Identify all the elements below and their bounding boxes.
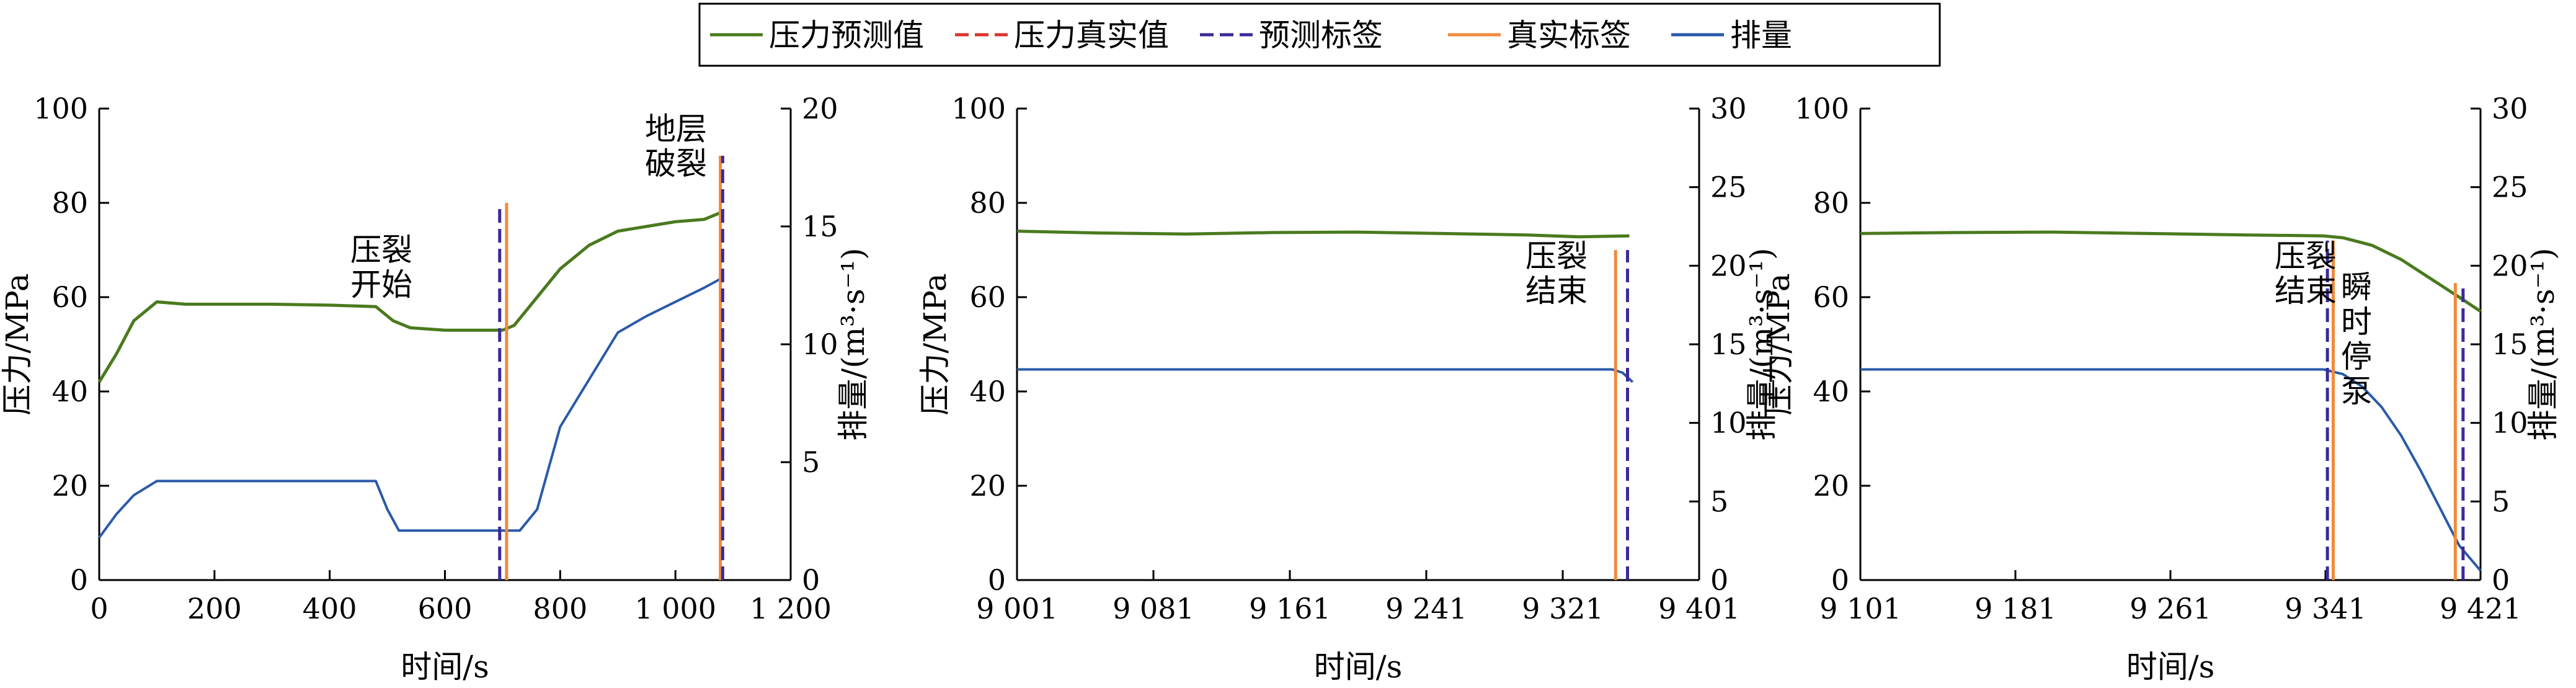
y-right-tick-label: 15: [1710, 328, 1747, 361]
x-tick-label: 800: [533, 592, 587, 625]
series-line-discharge: [1017, 368, 1634, 383]
x-tick-label: 9 181: [1974, 592, 2056, 625]
x-axis-label: 时间/s: [2126, 649, 2215, 685]
y-left-tick-label: 0: [988, 563, 1006, 597]
y-right-tick-label: 20: [1710, 249, 1747, 282]
annotation-text: 压裂结束: [2275, 238, 2337, 309]
y-right-tick-label: 10: [1710, 406, 1747, 440]
y-right-tick-label: 0: [802, 563, 820, 597]
y-right-tick-label: 0: [1710, 563, 1728, 597]
y-left-tick-label: 60: [1813, 280, 1849, 314]
x-tick-label: 1 000: [634, 592, 716, 625]
series-line-discharge: [1860, 368, 2482, 572]
x-tick-label: 9 341: [2285, 592, 2366, 625]
chart-panel-1: 0 200 400 600 800 1 000 1 20002040608010005101…: [0, 92, 871, 685]
y-left-tick-label: 100: [951, 92, 1006, 125]
x-tick-label: 200: [187, 592, 242, 625]
y-right-tick-label: 15: [2492, 328, 2528, 361]
y-left-tick-label: 20: [1813, 469, 1849, 503]
legend-label: 排量: [1730, 17, 1792, 53]
y-left-tick-label: 100: [1795, 92, 1849, 125]
legend: 压力预测值 压力真实值 预测标签 真实标签 排量: [698, 2, 1941, 67]
x-axis-label: 时间/s: [401, 649, 489, 685]
legend-label: 压力真实值: [1014, 17, 1169, 53]
y-right-axis-label: 排量/(m³·s⁻¹): [835, 248, 871, 440]
x-tick-label: 9 001: [976, 592, 1058, 625]
series-line-pressure-predicted: [1860, 230, 2482, 313]
annotation-text: 压裂开始: [350, 232, 412, 303]
x-tick-label: 9 241: [1385, 592, 1467, 625]
x-tick-label: 9 321: [1522, 592, 1604, 625]
y-right-tick-label: 30: [1710, 92, 1747, 125]
y-left-tick-label: 60: [969, 280, 1006, 314]
y-right-tick-label: 20: [2492, 249, 2528, 282]
y-left-axis-label: 压力/MPa: [917, 273, 953, 415]
series-line-pressure-predicted: [1016, 230, 1630, 239]
y-right-axis-label: 排量/(m³·s⁻¹): [2525, 248, 2561, 440]
y-left-tick-label: 20: [51, 469, 88, 503]
chart-panel-3: 9 101 9 181 9 261 9 341 9 421020406080100051…: [1761, 92, 2561, 685]
y-right-tick-label: 5: [2492, 485, 2510, 518]
x-tick-label: 9 421: [2440, 592, 2521, 625]
y-left-tick-label: 80: [1813, 186, 1849, 220]
y-right-axis-label: 排量/(m³·s⁻¹): [1744, 248, 1780, 440]
series-line-discharge: [98, 277, 722, 538]
legend-box: [698, 2, 1941, 67]
y-left-tick-label: 20: [969, 469, 1006, 503]
y-left-tick-label: 40: [51, 375, 88, 408]
y-left-tick-label: 0: [1831, 563, 1849, 597]
y-left-axis-label: 压力/MPa: [0, 273, 35, 415]
legend-label: 压力预测值: [769, 17, 924, 53]
x-tick-label: 0: [90, 592, 108, 625]
x-tick-label: 9 161: [1249, 592, 1331, 625]
y-left-tick-label: 80: [51, 186, 88, 220]
annotation-text: 地层破裂: [645, 111, 707, 182]
chart-panel-2: 9 001 9 081 9 161 9 241 9 321 9 4010204060801…: [917, 92, 1780, 685]
y-right-tick-label: 5: [802, 445, 820, 479]
y-left-tick-label: 40: [969, 375, 1006, 408]
y-left-tick-label: 80: [969, 186, 1006, 220]
y-right-tick-label: 25: [2492, 171, 2528, 204]
x-tick-label: 9 101: [1819, 592, 1901, 625]
y-left-tick-label: 60: [51, 280, 88, 314]
y-right-tick-label: 5: [1710, 485, 1728, 518]
panels: 0 200 400 600 800 1 000 1 20002040608010005101…: [0, 92, 2561, 685]
y-left-tick-label: 100: [33, 92, 88, 125]
legend-label: 真实标签: [1507, 17, 1631, 53]
y-left-axis-label: 压力/MPa: [1761, 273, 1797, 415]
y-right-tick-label: 10: [2492, 406, 2528, 440]
x-tick-label: 9 401: [1658, 592, 1740, 625]
y-left-tick-label: 40: [1813, 375, 1849, 408]
x-axis-label: 时间/s: [1314, 649, 1403, 685]
series-line-pressure-predicted: [97, 210, 722, 383]
annotation-text: 压裂结束: [1526, 238, 1588, 309]
y-right-tick-label: 0: [2492, 563, 2510, 597]
x-tick-label: 1 200: [750, 592, 832, 625]
x-tick-label: 400: [303, 592, 357, 625]
y-left-tick-label: 0: [70, 563, 88, 597]
x-tick-label: 600: [418, 592, 473, 625]
y-right-tick-label: 25: [1710, 171, 1747, 204]
legend-label: 预测标签: [1259, 17, 1383, 53]
y-right-tick-label: 30: [2492, 92, 2528, 125]
y-right-tick-label: 20: [802, 92, 838, 125]
x-tick-label: 9 081: [1113, 592, 1194, 625]
y-right-tick-label: 10: [802, 328, 838, 361]
series-line-pressure-actual: [1860, 231, 2482, 313]
annotation-text: 瞬时停泵: [2341, 269, 2372, 409]
x-tick-label: 9 261: [2130, 592, 2211, 625]
y-right-tick-label: 15: [802, 210, 838, 243]
